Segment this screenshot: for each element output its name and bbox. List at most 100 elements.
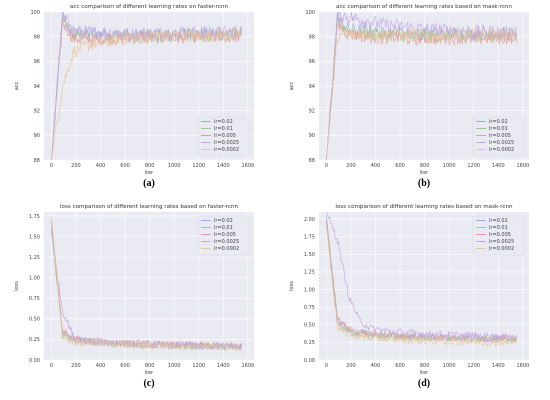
chart-title: loss comparison of different learning ra…	[335, 204, 513, 210]
legend-entry: lr=0.0025	[489, 140, 514, 146]
x-tick-label: 800	[420, 363, 430, 369]
x-tick-label: 1200	[467, 363, 480, 369]
legend-entry: lr=0.0002	[214, 246, 239, 252]
y-tick-label: 98	[34, 34, 40, 40]
panel-label: (c)	[143, 378, 154, 389]
y-tick-label: 0.75	[304, 305, 315, 311]
legend-entry: lr=0.005	[489, 133, 511, 139]
chart-title: acc comparison of different learning rat…	[70, 4, 229, 10]
x-tick-label: 0	[50, 363, 53, 369]
x-tick-label: 200	[71, 163, 81, 169]
x-tick-label: 1000	[168, 363, 181, 369]
legend-entry: lr=0.02	[214, 218, 233, 224]
y-tick-label: 98	[309, 34, 315, 40]
y-tick-label: 1.75	[29, 214, 40, 220]
legend-entry: lr=0.01	[214, 225, 233, 231]
y-tick-label: 88	[309, 158, 315, 164]
x-tick-label: 1600	[516, 363, 529, 369]
y-tick-label: 94	[34, 84, 40, 90]
x-tick-label: 800	[420, 163, 430, 169]
series-group	[326, 12, 518, 160]
legend-box	[472, 116, 526, 157]
y-tick-label: 0.25	[304, 340, 315, 346]
x-tick-label: 200	[346, 363, 356, 369]
x-axis-label: iter	[420, 370, 429, 376]
x-tick-label: 1200	[192, 163, 205, 169]
series-line-3	[326, 20, 518, 160]
chart-panel-3: loss comparison of different learning ra…	[14, 204, 254, 389]
x-tick-label: 0	[50, 163, 53, 169]
x-tick-label: 200	[71, 363, 81, 369]
x-tick-label: 1200	[192, 363, 205, 369]
y-tick-label: 1.00	[29, 276, 40, 282]
x-tick-label: 600	[395, 363, 405, 369]
y-tick-label: 92	[309, 108, 315, 114]
panel-label: (a)	[143, 178, 155, 189]
y-axis-label: loss	[289, 281, 295, 291]
y-tick-label: 92	[34, 108, 40, 114]
legend-entry: lr=0.005	[214, 133, 236, 139]
legend-entry: lr=0.01	[214, 126, 233, 132]
x-tick-label: 800	[145, 363, 155, 369]
x-tick-label: 600	[120, 363, 130, 369]
chart-title: acc comparison of different learning rat…	[336, 4, 512, 10]
x-tick-label: 0	[325, 363, 328, 369]
legend-entry: lr=0.01	[489, 126, 508, 132]
x-tick-label: 1400	[217, 163, 230, 169]
y-tick-label: 1.25	[304, 270, 315, 276]
legend-entry: lr=0.005	[214, 232, 236, 238]
x-tick-label: 1400	[492, 363, 505, 369]
x-tick-label: 1000	[443, 163, 456, 169]
y-tick-label: 1.75	[304, 234, 315, 240]
x-tick-label: 1400	[217, 363, 230, 369]
x-tick-label: 400	[371, 163, 381, 169]
x-tick-label: 1600	[241, 163, 254, 169]
y-tick-label: 0.50	[304, 323, 315, 329]
legend-entry: lr=0.0025	[489, 239, 514, 245]
x-tick-label: 400	[371, 363, 381, 369]
y-tick-label: 1.50	[304, 252, 315, 258]
series-line-5	[326, 26, 518, 160]
x-tick-label: 400	[96, 363, 106, 369]
y-axis-label: acc	[289, 81, 295, 90]
y-tick-label: 90	[34, 133, 40, 139]
x-tick-label: 800	[145, 163, 155, 169]
y-tick-label: 94	[309, 84, 315, 90]
series-group	[51, 216, 243, 352]
series-group	[51, 12, 243, 160]
series-line-5	[326, 226, 518, 348]
legend-entry: lr=0.01	[489, 225, 508, 231]
chart-panel-2: acc comparison of different learning rat…	[289, 4, 529, 189]
legend-entry: lr=0.02	[214, 119, 233, 125]
x-tick-label: 1600	[516, 163, 529, 169]
series-line-5	[51, 216, 243, 352]
x-tick-label: 1000	[168, 163, 181, 169]
y-tick-label: 96	[34, 59, 40, 65]
chart-title: loss comparison of different learning ra…	[60, 204, 238, 210]
series-line-4	[326, 212, 518, 341]
legend-box	[197, 215, 251, 256]
legend-entry: lr=0.0002	[489, 246, 514, 252]
y-tick-label: 0.00	[304, 358, 315, 364]
chart-panel-4: loss comparison of different learning ra…	[289, 204, 529, 389]
legend-entry: lr=0.005	[489, 232, 511, 238]
x-tick-label: 0	[325, 163, 328, 169]
chart-panel-1: acc comparison of different learning rat…	[14, 4, 254, 189]
x-tick-label: 1200	[467, 163, 480, 169]
panel-label: (b)	[418, 178, 430, 189]
y-axis-label: acc	[14, 81, 20, 90]
x-axis-label: iter	[420, 170, 429, 176]
y-tick-label: 0.25	[29, 337, 40, 343]
legend-entry: lr=0.0025	[214, 140, 239, 146]
y-tick-label: 100	[305, 10, 315, 16]
series-line-5	[51, 27, 243, 160]
panel-label: (d)	[418, 378, 430, 389]
x-tick-label: 200	[346, 163, 356, 169]
x-tick-label: 400	[96, 163, 106, 169]
y-tick-label: 96	[309, 59, 315, 65]
y-tick-label: 100	[30, 10, 40, 16]
